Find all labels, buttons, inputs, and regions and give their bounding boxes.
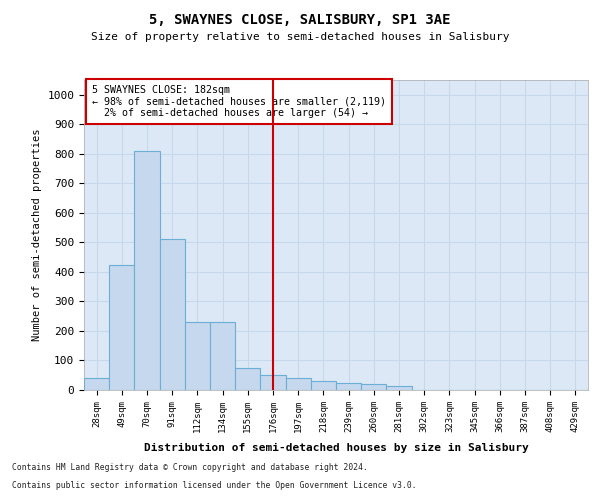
- Bar: [286, 378, 311, 390]
- Text: Size of property relative to semi-detached houses in Salisbury: Size of property relative to semi-detach…: [91, 32, 509, 42]
- Bar: [386, 386, 412, 390]
- Bar: [336, 382, 361, 390]
- Bar: [311, 381, 336, 390]
- Text: Contains public sector information licensed under the Open Government Licence v3: Contains public sector information licen…: [12, 481, 416, 490]
- Bar: [210, 322, 235, 390]
- Y-axis label: Number of semi-detached properties: Number of semi-detached properties: [32, 128, 42, 341]
- Text: 5, SWAYNES CLOSE, SALISBURY, SP1 3AE: 5, SWAYNES CLOSE, SALISBURY, SP1 3AE: [149, 12, 451, 26]
- Text: Contains HM Land Registry data © Crown copyright and database right 2024.: Contains HM Land Registry data © Crown c…: [12, 464, 368, 472]
- Text: 5 SWAYNES CLOSE: 182sqm
← 98% of semi-detached houses are smaller (2,119)
  2% o: 5 SWAYNES CLOSE: 182sqm ← 98% of semi-de…: [92, 84, 386, 118]
- Bar: [185, 322, 210, 390]
- Bar: [160, 240, 185, 390]
- Text: Distribution of semi-detached houses by size in Salisbury: Distribution of semi-detached houses by …: [143, 442, 529, 452]
- Bar: [260, 375, 286, 390]
- Bar: [235, 368, 260, 390]
- Bar: [134, 151, 160, 390]
- Bar: [84, 378, 109, 390]
- Bar: [361, 384, 386, 390]
- Bar: [109, 264, 134, 390]
